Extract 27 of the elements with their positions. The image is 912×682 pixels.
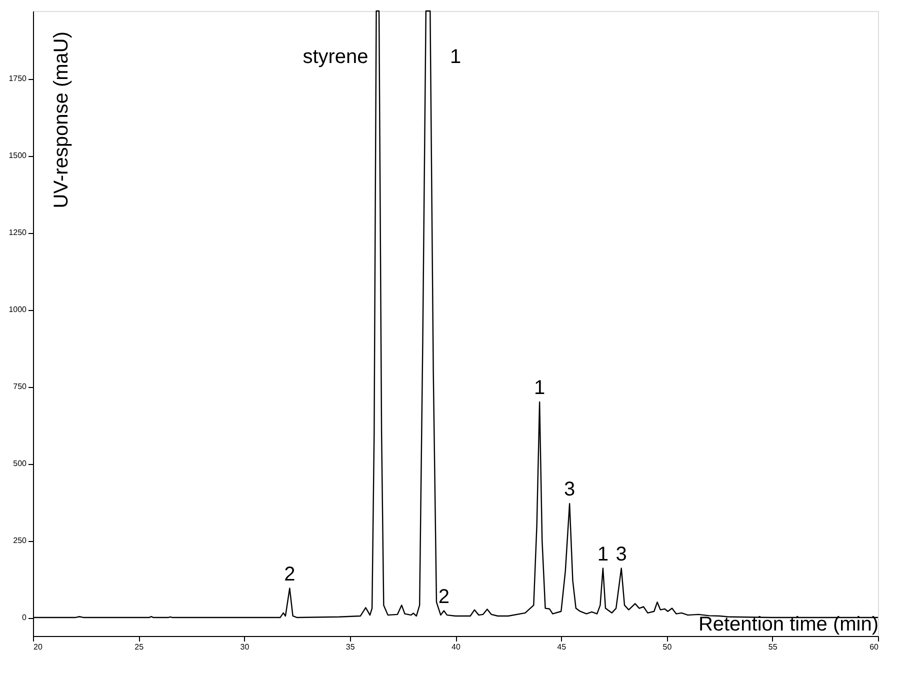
y-tick-label: 1500 [8, 151, 28, 160]
y-tick-label: 0 [22, 613, 28, 622]
annotation: 1 [534, 377, 546, 400]
y-tick-label: 1250 [8, 228, 28, 238]
annotation: styrene [302, 46, 368, 68]
annotation: 2 [284, 563, 296, 586]
y-tick-label: 250 [13, 536, 28, 546]
x-tick-label: 25 [134, 642, 144, 652]
x-tick-label: 30 [240, 642, 250, 652]
x-tick-label: 40 [452, 642, 461, 652]
x-tick-label: 55 [768, 642, 778, 652]
x-tick-label: 20 [34, 642, 43, 652]
annotation: 3 [616, 543, 627, 566]
x-tick-label: 35 [346, 642, 356, 652]
annotation: 3 [564, 478, 576, 501]
annotation: 2 [438, 586, 450, 608]
x-tick-label: 45 [557, 642, 567, 652]
y-tick-label: 500 [13, 459, 28, 468]
y-tick-label: 1000 [8, 305, 28, 314]
x-tick-label: 60 [870, 642, 880, 652]
annotation: 1 [450, 46, 462, 68]
y-tick-label: 1750 [8, 74, 28, 84]
annotation: 1 [597, 543, 609, 566]
y-axis-title: UV-response (maU) [50, 32, 72, 208]
x-axis-title: Retention time (min) [698, 614, 878, 636]
y-tick-label: 750 [13, 382, 28, 392]
x-tick-label: 50 [662, 642, 672, 652]
